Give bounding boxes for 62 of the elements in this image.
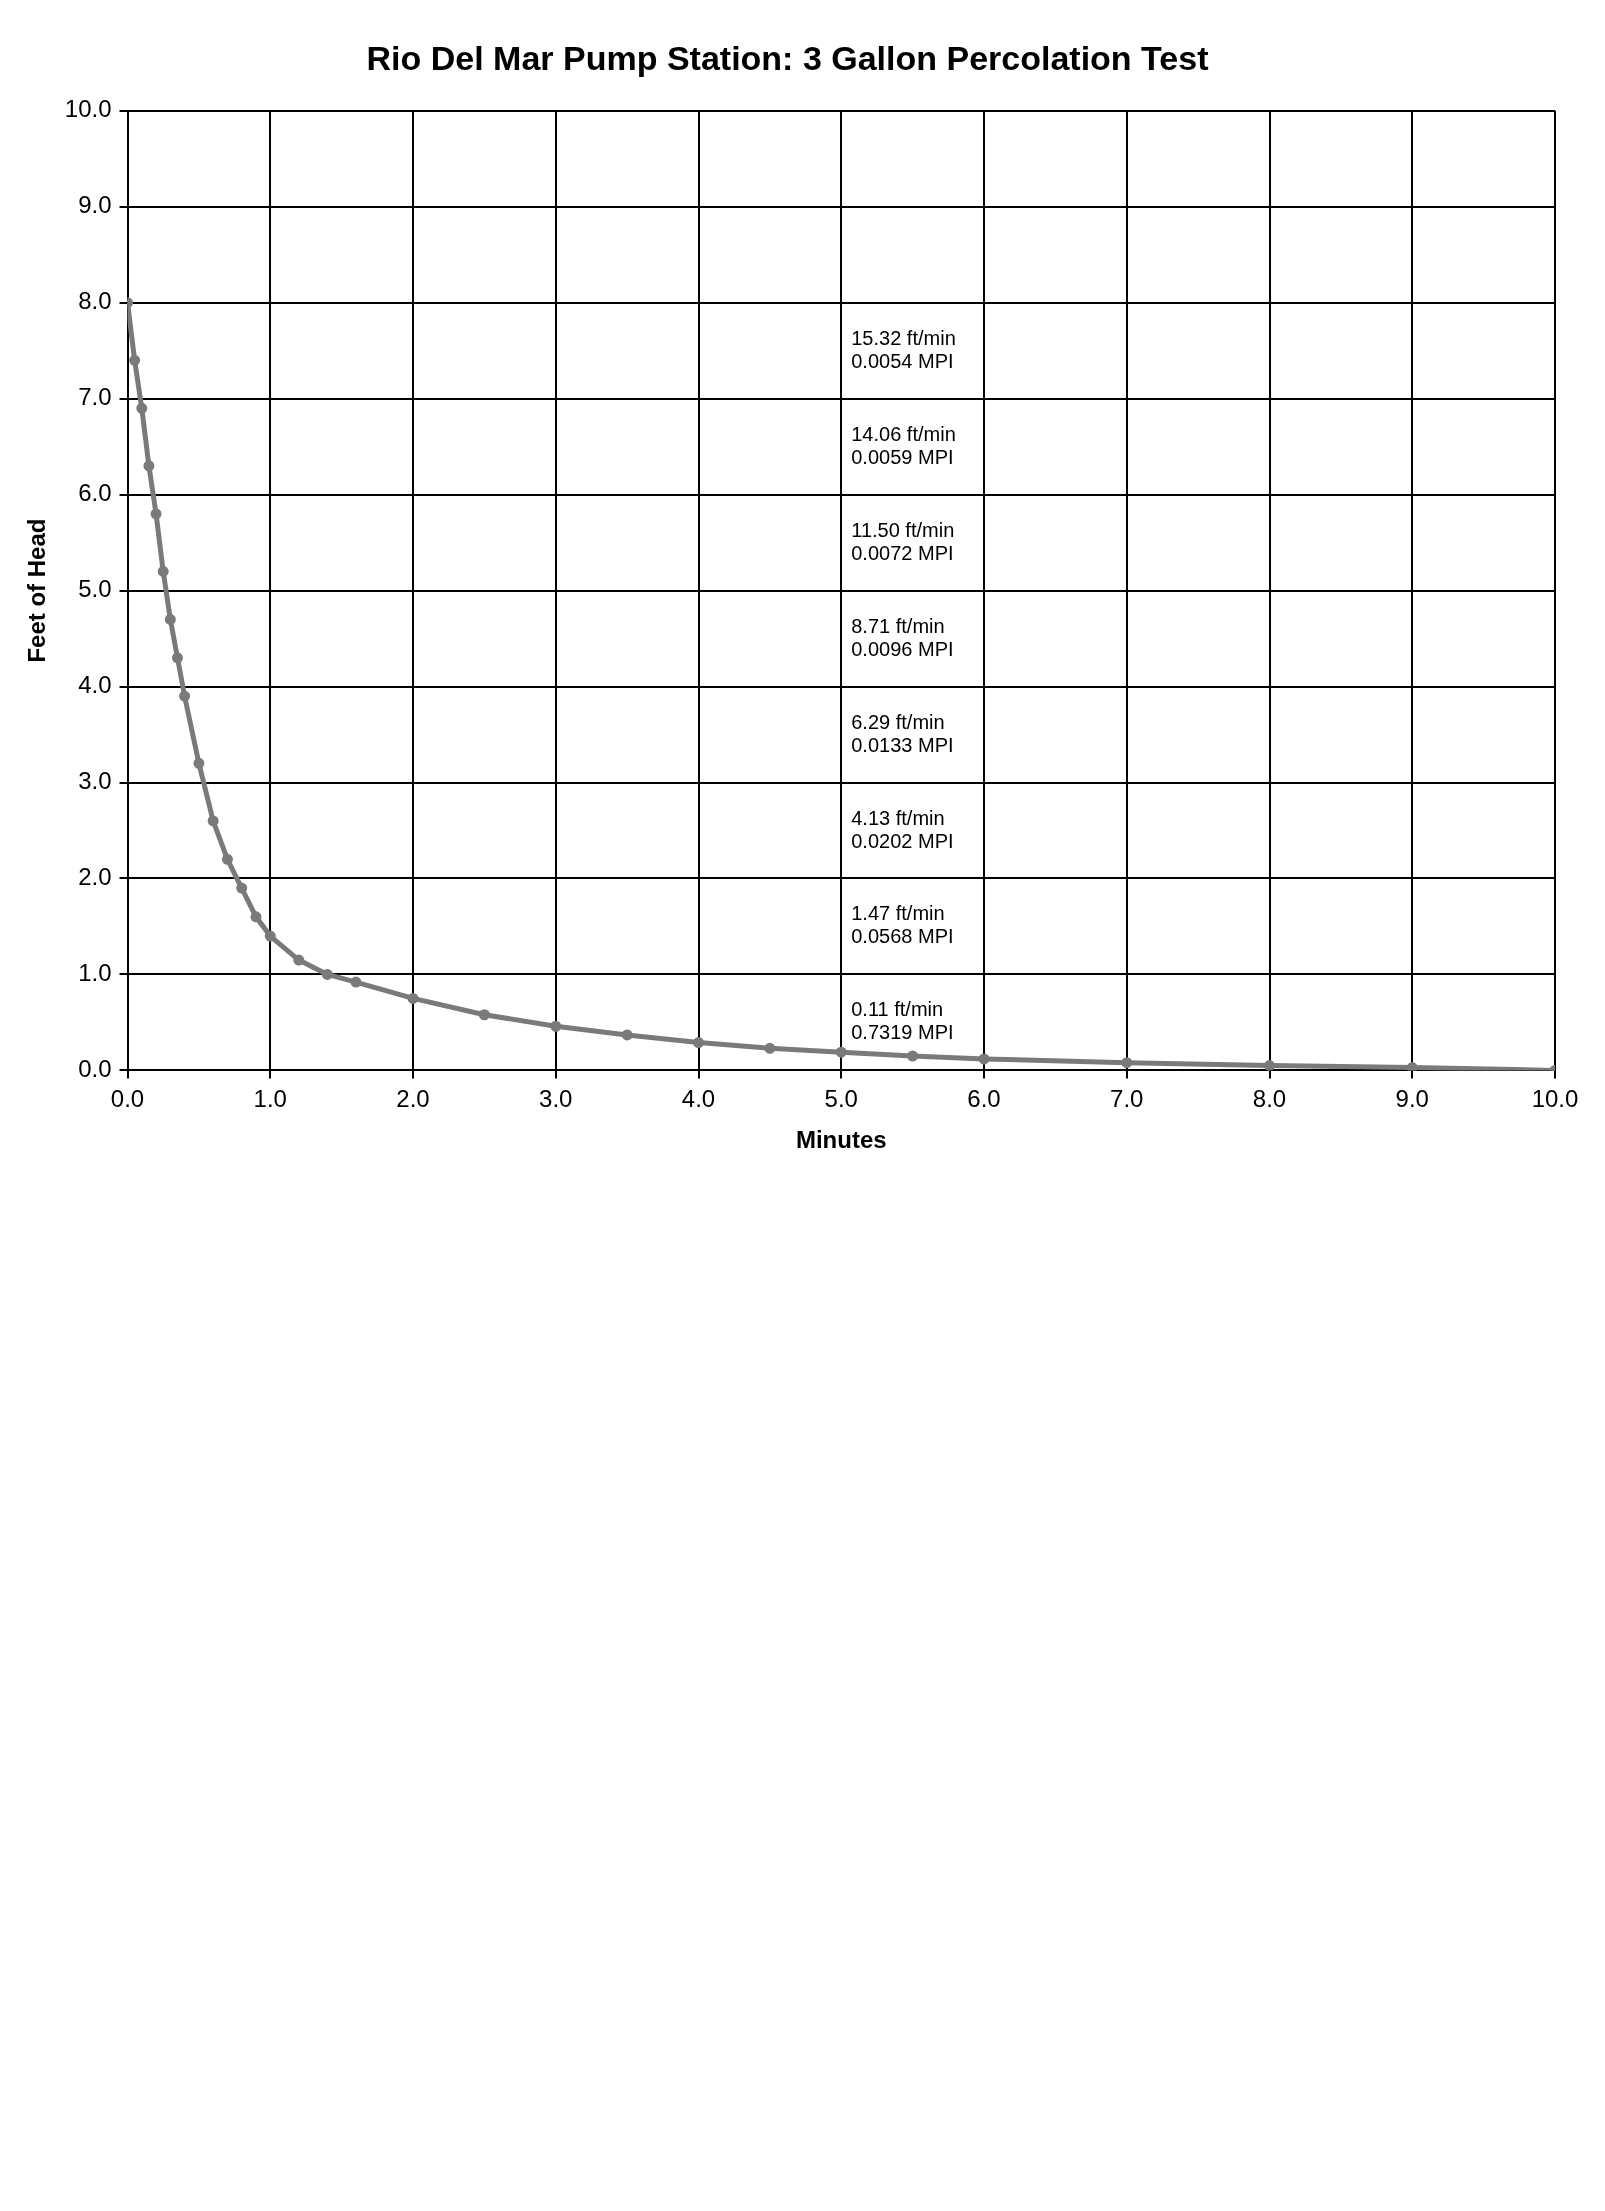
point [236,882,248,894]
annotation: 14.06 ft/min 0.0059 MPI [851,422,956,468]
y-tick-label: 3.0 [78,767,112,795]
y-tick-label: 9.0 [78,191,112,219]
y-tick-label: 7.0 [78,383,112,411]
x-tick-label: 6.0 [967,1085,1001,1113]
point [293,954,305,966]
y-tick-label: 10.0 [64,95,112,123]
point [407,992,419,1004]
annotation: 8.71 ft/min 0.0096 MPI [851,614,954,660]
point [193,757,205,769]
y-axis-title: Feet of Head [23,518,51,663]
point [164,613,176,625]
point [129,354,141,366]
x-tick-label: 5.0 [824,1085,858,1113]
annotation: 6.29 ft/min 0.0133 MPI [851,710,954,756]
x-tick-label: 3.0 [539,1085,573,1113]
point [1121,1057,1133,1069]
point [550,1020,562,1032]
x-tick-label: 8.0 [1252,1085,1287,1113]
x-tick-label: 10.0 [1531,1085,1579,1113]
point [264,930,276,942]
y-tick-label: 5.0 [78,575,112,603]
y-tick-label: 2.0 [78,863,112,891]
chart-title: Rio Del Mar Pump Station: 3 Gallon Percolation Test [366,38,1209,77]
point [907,1050,919,1062]
point [621,1029,633,1041]
point [321,968,333,980]
point [764,1042,776,1054]
x-tick-label: 0.0 [110,1085,145,1113]
annotation: 15.32 ft/min 0.0054 MPI [851,326,956,372]
point [207,815,219,827]
point [179,690,191,702]
point [693,1037,705,1049]
x-tick-label: 7.0 [1110,1085,1144,1113]
point [221,853,233,865]
annotation: 11.50 ft/min 0.0072 MPI [851,518,955,564]
annotation: 1.47 ft/min 0.0568 MPI [851,902,954,948]
point [150,508,162,520]
x-tick-label: 2.0 [396,1085,430,1113]
point [250,911,262,923]
x-tick-label: 9.0 [1395,1085,1429,1113]
point [157,565,169,577]
point [143,460,155,472]
x-tick-label: 4.0 [681,1085,716,1113]
point [136,402,148,414]
point [350,976,362,988]
y-tick-label: 8.0 [78,287,112,315]
point [1406,1062,1418,1071]
point [978,1053,990,1065]
y-tick-label: 1.0 [78,959,112,987]
point [171,652,183,664]
annotation: 0.11 ft/min 0.7319 MPI [851,998,954,1044]
annotation: 4.13 ft/min 0.0202 MPI [851,806,954,852]
point [835,1046,847,1058]
y-tick-label: 6.0 [78,479,112,507]
point [1264,1060,1275,1071]
x-axis-title: Minutes [795,1126,887,1154]
y-tick-label: 0.0 [78,1055,112,1083]
x-tick-label: 1.0 [253,1085,287,1113]
y-tick-label: 4.0 [78,671,112,699]
point [478,1009,490,1021]
